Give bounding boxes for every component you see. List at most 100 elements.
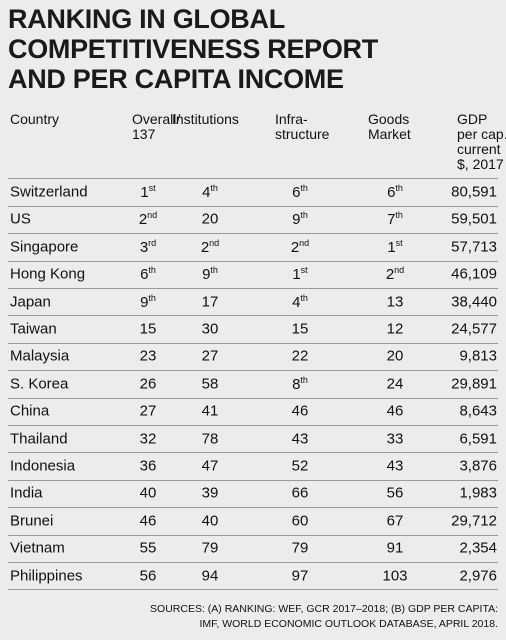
header-line: GDP — [457, 111, 488, 127]
cell: 36 — [139, 457, 157, 475]
cell: 22 — [291, 347, 309, 365]
rank-suffix: th — [395, 183, 403, 193]
cell: 3rd — [88, 238, 208, 256]
row-rule — [8, 397, 498, 399]
header-line: Market — [368, 126, 411, 142]
cell: 80,591 — [451, 183, 497, 201]
cell: 24 — [386, 375, 404, 393]
cell: 9th — [240, 210, 360, 228]
country: Malaysia — [10, 347, 70, 365]
header-line: current — [457, 141, 501, 157]
country: US — [10, 210, 31, 228]
cell: 91 — [386, 539, 404, 557]
cell: 4th — [150, 183, 270, 201]
cell: 41 — [201, 402, 219, 420]
cell: 29,891 — [451, 375, 497, 393]
cell: 12 — [386, 320, 404, 338]
cell: 47 — [201, 457, 219, 475]
cell: 6th — [88, 265, 208, 283]
country: Indonesia — [10, 457, 76, 475]
rank-suffix: th — [300, 183, 308, 193]
header-line: $, 2017 — [457, 156, 504, 172]
cell: 2nd — [240, 238, 360, 256]
row-rule — [8, 452, 498, 454]
cell: 20 — [201, 210, 219, 228]
rank-suffix: th — [300, 374, 308, 385]
rank-number: 6 — [292, 184, 301, 201]
rank-suffix: th — [148, 292, 156, 303]
rank-number: 8 — [292, 375, 301, 393]
cell: 15 — [139, 320, 157, 338]
country: Taiwan — [10, 320, 57, 338]
cell: 38,440 — [451, 293, 497, 311]
cell: 27 — [201, 347, 219, 365]
header-line: Country — [10, 111, 60, 127]
cell: 46 — [139, 512, 157, 530]
cell: 26 — [139, 375, 157, 393]
cell: 2,976 — [459, 567, 497, 585]
cell: 43 — [386, 457, 404, 475]
row-rule — [8, 260, 498, 262]
column-header: Country — [10, 112, 59, 127]
cell: 40 — [201, 512, 219, 530]
country: Switzerland — [10, 183, 88, 201]
column-header: Institutions — [172, 112, 239, 127]
cell: 2nd — [88, 210, 208, 228]
country: Philippines — [10, 567, 83, 585]
cell: 2nd — [335, 265, 455, 283]
cell: 56 — [139, 567, 157, 585]
header-line: Goods — [368, 111, 410, 127]
cell: 15 — [291, 320, 309, 338]
country: India — [10, 484, 43, 502]
row-rule — [8, 507, 498, 509]
cell: 4th — [240, 293, 360, 311]
rank-suffix: nd — [209, 237, 220, 248]
cell: 40 — [139, 484, 157, 502]
rank-suffix: th — [210, 265, 218, 276]
cell: 78 — [201, 430, 219, 448]
row-rule — [8, 479, 498, 481]
cell: 17 — [201, 293, 219, 311]
title-line: AND PER CAPITA INCOME — [8, 64, 344, 94]
cell: 27 — [139, 402, 157, 420]
column-header: GDP per cap. current $, 2017 — [457, 112, 506, 172]
rank-number: 1 — [387, 238, 396, 256]
rank-number: 4 — [292, 293, 301, 311]
cell: 6,591 — [459, 430, 497, 448]
column-header: Overall/137 — [132, 112, 180, 142]
rank-suffix: rd — [148, 237, 157, 248]
cell: 23 — [139, 347, 157, 365]
cell: 103 — [382, 567, 408, 585]
cell: 1,983 — [459, 484, 497, 502]
cell: 29,712 — [451, 512, 497, 530]
cell: 6th — [335, 183, 455, 201]
rank-number: 1 — [140, 184, 149, 201]
country: Vietnam — [10, 539, 65, 557]
rank-number: 6 — [387, 184, 396, 201]
country: China — [10, 402, 50, 420]
source-line: IMF, WORLD ECONOMIC OUTLOOK DATABASE, AP… — [199, 618, 498, 630]
row-rule — [8, 589, 498, 591]
cell: 7th — [335, 210, 455, 228]
cell: 79 — [291, 539, 309, 557]
rank-suffix: th — [300, 292, 308, 303]
country: Brunei — [10, 512, 54, 530]
rank-suffix: nd — [394, 265, 405, 276]
title-line: COMPETITIVENESS REPORT — [8, 34, 378, 64]
rank-number: 9 — [292, 211, 301, 229]
cell: 46 — [386, 402, 404, 420]
source-line: SOURCES: (A) RANKING: WEF, GCR 2017–2018… — [150, 603, 498, 615]
row-rule — [8, 315, 498, 317]
cell: 8,643 — [459, 402, 497, 420]
country: Thailand — [10, 430, 68, 448]
rank-suffix: nd — [299, 237, 310, 248]
title-line: RANKING IN GLOBAL — [8, 4, 285, 34]
country: S. Korea — [10, 375, 69, 393]
country: Japan — [10, 293, 51, 311]
header-line: Overall/ — [132, 111, 181, 127]
cell: 67 — [386, 512, 404, 530]
cell: 13 — [386, 293, 404, 311]
cell: 9th — [88, 293, 208, 311]
cell: 52 — [291, 457, 309, 475]
